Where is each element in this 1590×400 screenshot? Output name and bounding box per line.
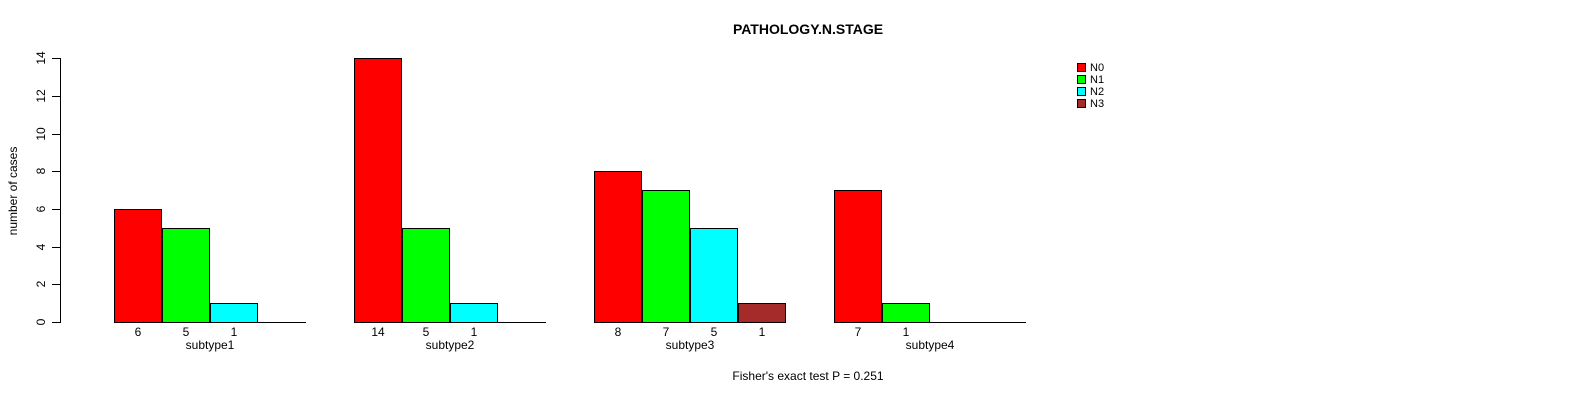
bar-N1-subtype4 bbox=[882, 303, 930, 323]
y-tick bbox=[52, 96, 60, 97]
legend-swatch-N2 bbox=[1077, 87, 1086, 96]
y-tick bbox=[52, 209, 60, 210]
y-tick bbox=[52, 171, 60, 172]
y-tick-label: 6 bbox=[34, 205, 48, 213]
bar-value-label: 1 bbox=[230, 325, 238, 339]
category-label-subtype1: subtype1 bbox=[185, 338, 235, 352]
bar-value-label: 1 bbox=[758, 325, 766, 339]
legend-label-N3: N3 bbox=[1090, 97, 1105, 110]
y-tick bbox=[52, 247, 60, 248]
y-tick-label: 10 bbox=[34, 127, 48, 141]
bar-value-label: 5 bbox=[422, 325, 430, 339]
y-tick-label: 4 bbox=[34, 243, 48, 251]
bar-value-label: 14 bbox=[371, 325, 385, 339]
legend-swatch-N1 bbox=[1077, 75, 1086, 84]
bar-value-label: 8 bbox=[614, 325, 622, 339]
category-label-subtype2: subtype2 bbox=[425, 338, 475, 352]
bar-value-label: 5 bbox=[182, 325, 190, 339]
y-tick-label: 12 bbox=[34, 89, 48, 103]
y-tick bbox=[52, 284, 60, 285]
legend-item-N3: N3 bbox=[1077, 98, 1104, 110]
bar-value-label: 1 bbox=[902, 325, 910, 339]
y-tick bbox=[52, 58, 60, 59]
bar-N1-subtype3 bbox=[642, 190, 690, 323]
bar-value-label: 7 bbox=[854, 325, 862, 339]
legend-label-N1: N1 bbox=[1090, 73, 1105, 86]
legend-swatch-N3 bbox=[1077, 99, 1086, 108]
category-label-subtype3: subtype3 bbox=[665, 338, 715, 352]
y-tick bbox=[52, 134, 60, 135]
y-tick-label: 0 bbox=[34, 318, 48, 326]
bar-N1-subtype1 bbox=[162, 228, 210, 323]
bar-value-label: 5 bbox=[710, 325, 718, 339]
legend-item-N1: N1 bbox=[1077, 74, 1104, 86]
y-tick bbox=[52, 322, 60, 323]
bar-N3-subtype3 bbox=[738, 303, 786, 323]
bar-N0-subtype4 bbox=[834, 190, 882, 323]
bar-N0-subtype1 bbox=[114, 209, 162, 323]
y-tick-label: 2 bbox=[34, 280, 48, 288]
y-tick-label: 14 bbox=[34, 51, 48, 65]
y-axis-label: number of cases bbox=[6, 146, 20, 236]
group-baseline-subtype4 bbox=[834, 322, 1026, 323]
bar-N1-subtype2 bbox=[402, 228, 450, 323]
bar-value-label: 7 bbox=[662, 325, 670, 339]
chart-title: PATHOLOGY.N.STAGE bbox=[732, 21, 884, 37]
fisher-test-annotation: Fisher's exact test P = 0.251 bbox=[732, 369, 884, 383]
bar-N2-subtype3 bbox=[690, 228, 738, 323]
bar-value-label: 6 bbox=[134, 325, 142, 339]
legend-swatch-N0 bbox=[1077, 63, 1086, 72]
legend-label-N2: N2 bbox=[1090, 85, 1105, 98]
category-label-subtype4: subtype4 bbox=[905, 338, 955, 352]
bar-N2-subtype2 bbox=[450, 303, 498, 323]
y-tick-label: 8 bbox=[34, 167, 48, 175]
y-axis-line bbox=[60, 58, 61, 323]
bar-N0-subtype2 bbox=[354, 58, 402, 323]
legend-item-N0: N0 bbox=[1077, 62, 1104, 74]
legend-item-N2: N2 bbox=[1077, 86, 1104, 98]
bar-value-label: 1 bbox=[470, 325, 478, 339]
bar-N2-subtype1 bbox=[210, 303, 258, 323]
legend-label-N0: N0 bbox=[1090, 61, 1105, 74]
bar-N0-subtype3 bbox=[594, 171, 642, 323]
